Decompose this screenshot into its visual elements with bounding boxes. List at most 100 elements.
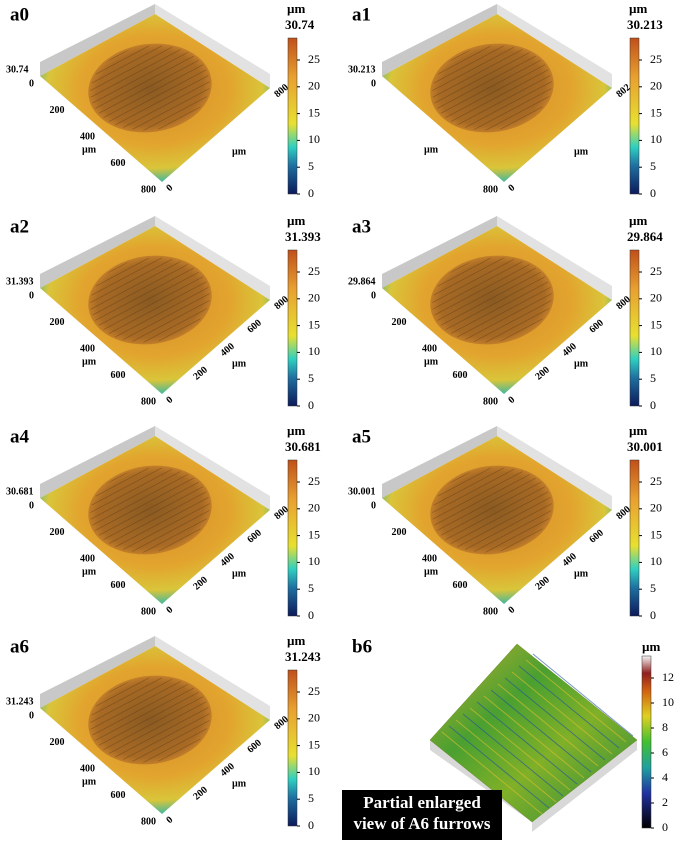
furrows — [90, 677, 210, 763]
colorbar-tick-label: 10 — [308, 132, 320, 146]
furrow-line — [462, 713, 564, 797]
axis-unit: µm — [424, 566, 439, 577]
axis-unit: µm — [82, 776, 97, 787]
colorbar-tick-label: 15 — [308, 105, 320, 119]
axis-tick-label: 0 — [29, 290, 34, 301]
panel-label: a1 — [352, 4, 371, 25]
panel-label: a5 — [352, 426, 371, 447]
axis-tick-label: 200 — [191, 574, 210, 592]
axis-unit: µm — [574, 568, 589, 579]
colorbar — [287, 669, 298, 827]
axis-tick-label: 0 — [371, 290, 376, 301]
colorbar-tick-label: 8 — [662, 720, 668, 734]
colorbar-tick-label: 0 — [308, 186, 314, 200]
axis-tick-label: 400 — [80, 131, 95, 142]
colorbar-tick-label: 2 — [662, 795, 668, 809]
furrows — [90, 45, 210, 131]
panel-label: a0 — [10, 4, 29, 25]
axis-tick-label: 0 — [371, 78, 376, 89]
axis-tick-label: 400 — [80, 343, 95, 354]
furrow-line — [497, 683, 599, 767]
furrow-line — [532, 653, 634, 737]
colorbar-tick-label: 12 — [662, 670, 674, 684]
caption-line: Partial enlarged — [363, 793, 481, 812]
colorbar-tick-label: 5 — [308, 791, 314, 805]
colorbar-tick-label: 10 — [662, 695, 674, 709]
axis-tick-label: 200 — [50, 527, 65, 538]
rough-surface — [429, 643, 638, 823]
furrow-line — [448, 725, 550, 809]
colorbar-tick-label: 0 — [308, 818, 314, 832]
colorbar-tick-label: 0 — [650, 186, 656, 200]
colorbar-tick-label: 15 — [308, 737, 320, 751]
colorbar-tick-label: 15 — [650, 317, 662, 331]
axis-tick-label: 0 — [371, 500, 376, 511]
axis-unit: µm — [424, 144, 439, 155]
back-wall — [382, 216, 497, 288]
axis-tick-label: 800 — [483, 396, 498, 407]
back-wall — [497, 216, 612, 300]
back-wall — [40, 636, 155, 708]
axis-tick-label: 400 — [218, 551, 237, 569]
colorbar-tick-label: 0 — [662, 820, 668, 834]
colorbar-max: 30.001 — [627, 439, 663, 454]
axis-tick-label: 600 — [587, 317, 606, 335]
axis-tick-label: 200 — [191, 364, 210, 382]
furrow-line — [469, 707, 571, 791]
axis-tick-label: 600 — [245, 527, 264, 545]
height-label: 31.393 — [6, 276, 34, 287]
colorbar-tick-label: 10 — [308, 344, 320, 358]
axis-tick-label: 0 — [506, 182, 517, 194]
detail-panel: b6 µm 0 2 4 6 8 10 12 Partial enlarged view of A6 … — [342, 636, 674, 840]
colorbar-max: 30.681 — [285, 439, 321, 454]
axis-tick-label: 200 — [191, 784, 210, 802]
axis-tick-label: 600 — [453, 370, 468, 381]
axis-tick-label: 800 — [483, 184, 498, 195]
axis-tick-label: 0 — [29, 500, 34, 511]
furrow-line — [476, 701, 578, 785]
furrow-line — [525, 659, 627, 743]
colorbar-unit: µm — [287, 633, 305, 648]
colorbar-tick-label: 25 — [650, 52, 662, 66]
axis-tick-label: 200 — [533, 364, 552, 382]
height-label: 30.681 — [6, 486, 34, 497]
colorbar-tick-label: 15 — [650, 105, 662, 119]
axis-tick-label: 800 — [141, 816, 156, 827]
colorbar — [287, 459, 298, 617]
axis-tick-label: 800 — [141, 606, 156, 617]
colorbar-tick-label: 10 — [650, 554, 662, 568]
colorbar-tick-label: 25 — [308, 474, 320, 488]
axis-tick-label: 400 — [422, 553, 437, 564]
axis-tick-label: 400 — [560, 341, 579, 359]
axis-unit: µm — [232, 568, 247, 579]
axis-tick-label: 200 — [392, 527, 407, 538]
furrows — [432, 257, 552, 343]
colorbar-unit: µm — [629, 423, 647, 438]
axis-tick-label: 400 — [80, 763, 95, 774]
colorbar-tick-label: 5 — [308, 159, 314, 173]
colorbar-tick-label: 20 — [308, 291, 320, 305]
colorbar-tick-label: 0 — [650, 398, 656, 412]
colorbar-tick-label: 25 — [308, 52, 320, 66]
colorbar-tick-label: 0 — [308, 398, 314, 412]
colorbar — [629, 249, 640, 407]
axis-unit: µm — [82, 144, 97, 155]
furrows — [90, 467, 210, 553]
back-wall — [40, 216, 155, 288]
back-wall — [497, 4, 612, 88]
axis-unit: µm — [232, 358, 247, 369]
axis-tick-label: 600 — [111, 370, 126, 381]
axis-tick-label: 0 — [506, 604, 517, 616]
axis-unit: µm — [232, 146, 247, 157]
colorbar-unit: µm — [629, 1, 647, 16]
colorbar-tick-label: 5 — [650, 581, 656, 595]
axis-tick-label: 800 — [141, 396, 156, 407]
colorbar-max: 30.74 — [285, 17, 315, 32]
back-wall — [155, 636, 270, 720]
